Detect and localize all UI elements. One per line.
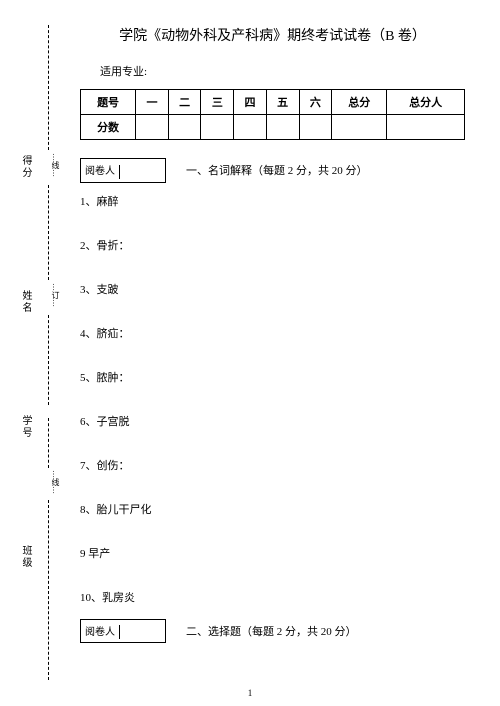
page-content: 学院《动物外科及产科病》期终考试试卷（B 卷） 适用专业: 题号 一 二 三 四…	[0, 0, 500, 673]
score-cell	[266, 115, 299, 140]
examiner-blank	[119, 165, 161, 179]
th-8: 总分人	[387, 90, 465, 115]
row-label: 分数	[81, 115, 136, 140]
th-1: 一	[136, 90, 169, 115]
question-item: 4、脐疝：	[80, 325, 465, 341]
section-1-header: 阅卷人 一、名词解释（每题 2 分，共 20 分）	[80, 158, 465, 183]
question-item: 6、子宫脱	[80, 413, 465, 429]
section-2-title: 二、选择题（每题 2 分，共 20 分）	[186, 623, 357, 639]
th-2: 二	[168, 90, 201, 115]
section-1-title: 一、名词解释（每题 2 分，共 20 分）	[186, 162, 368, 178]
question-item: 9 早产	[80, 545, 465, 561]
th-6: 六	[299, 90, 332, 115]
th-4: 四	[234, 90, 267, 115]
question-item: 8、胎儿干尸化	[80, 501, 465, 517]
examiner-label: 阅卷人	[85, 627, 115, 638]
exam-title: 学院《动物外科及产科病》期终考试试卷（B 卷）	[80, 25, 465, 45]
examiner-blank	[119, 625, 161, 639]
th-7: 总分	[332, 90, 387, 115]
subtitle-label: 适用专业:	[100, 66, 147, 78]
th-0: 题号	[81, 90, 136, 115]
score-cell	[387, 115, 465, 140]
score-cell	[234, 115, 267, 140]
question-item: 10、乳房炎	[80, 589, 465, 605]
question-item: 1、麻醉	[80, 193, 465, 209]
score-cell	[332, 115, 387, 140]
section-2-header: 阅卷人 二、选择题（每题 2 分，共 20 分）	[80, 619, 465, 644]
score-cell	[299, 115, 332, 140]
score-cell	[168, 115, 201, 140]
question-item: 5、脓肿：	[80, 369, 465, 385]
examiner-box-2: 阅卷人	[80, 619, 166, 644]
question-item: 3、支跛	[80, 281, 465, 297]
question-item: 2、骨折：	[80, 237, 465, 253]
score-table: 题号 一 二 三 四 五 六 总分 总分人 分数	[80, 89, 465, 140]
page-number: 1	[248, 688, 253, 698]
table-header-row: 题号 一 二 三 四 五 六 总分 总分人	[81, 90, 465, 115]
table-score-row: 分数	[81, 115, 465, 140]
question-item: 7、创伤：	[80, 457, 465, 473]
score-cell	[201, 115, 234, 140]
examiner-box-1: 阅卷人	[80, 158, 166, 183]
subtitle-row: 适用专业:	[80, 63, 465, 79]
th-5: 五	[266, 90, 299, 115]
score-cell	[136, 115, 169, 140]
th-3: 三	[201, 90, 234, 115]
examiner-label: 阅卷人	[85, 166, 115, 177]
question-list: 1、麻醉 2、骨折： 3、支跛 4、脐疝： 5、脓肿： 6、子宫脱 7、创伤： …	[80, 193, 465, 605]
